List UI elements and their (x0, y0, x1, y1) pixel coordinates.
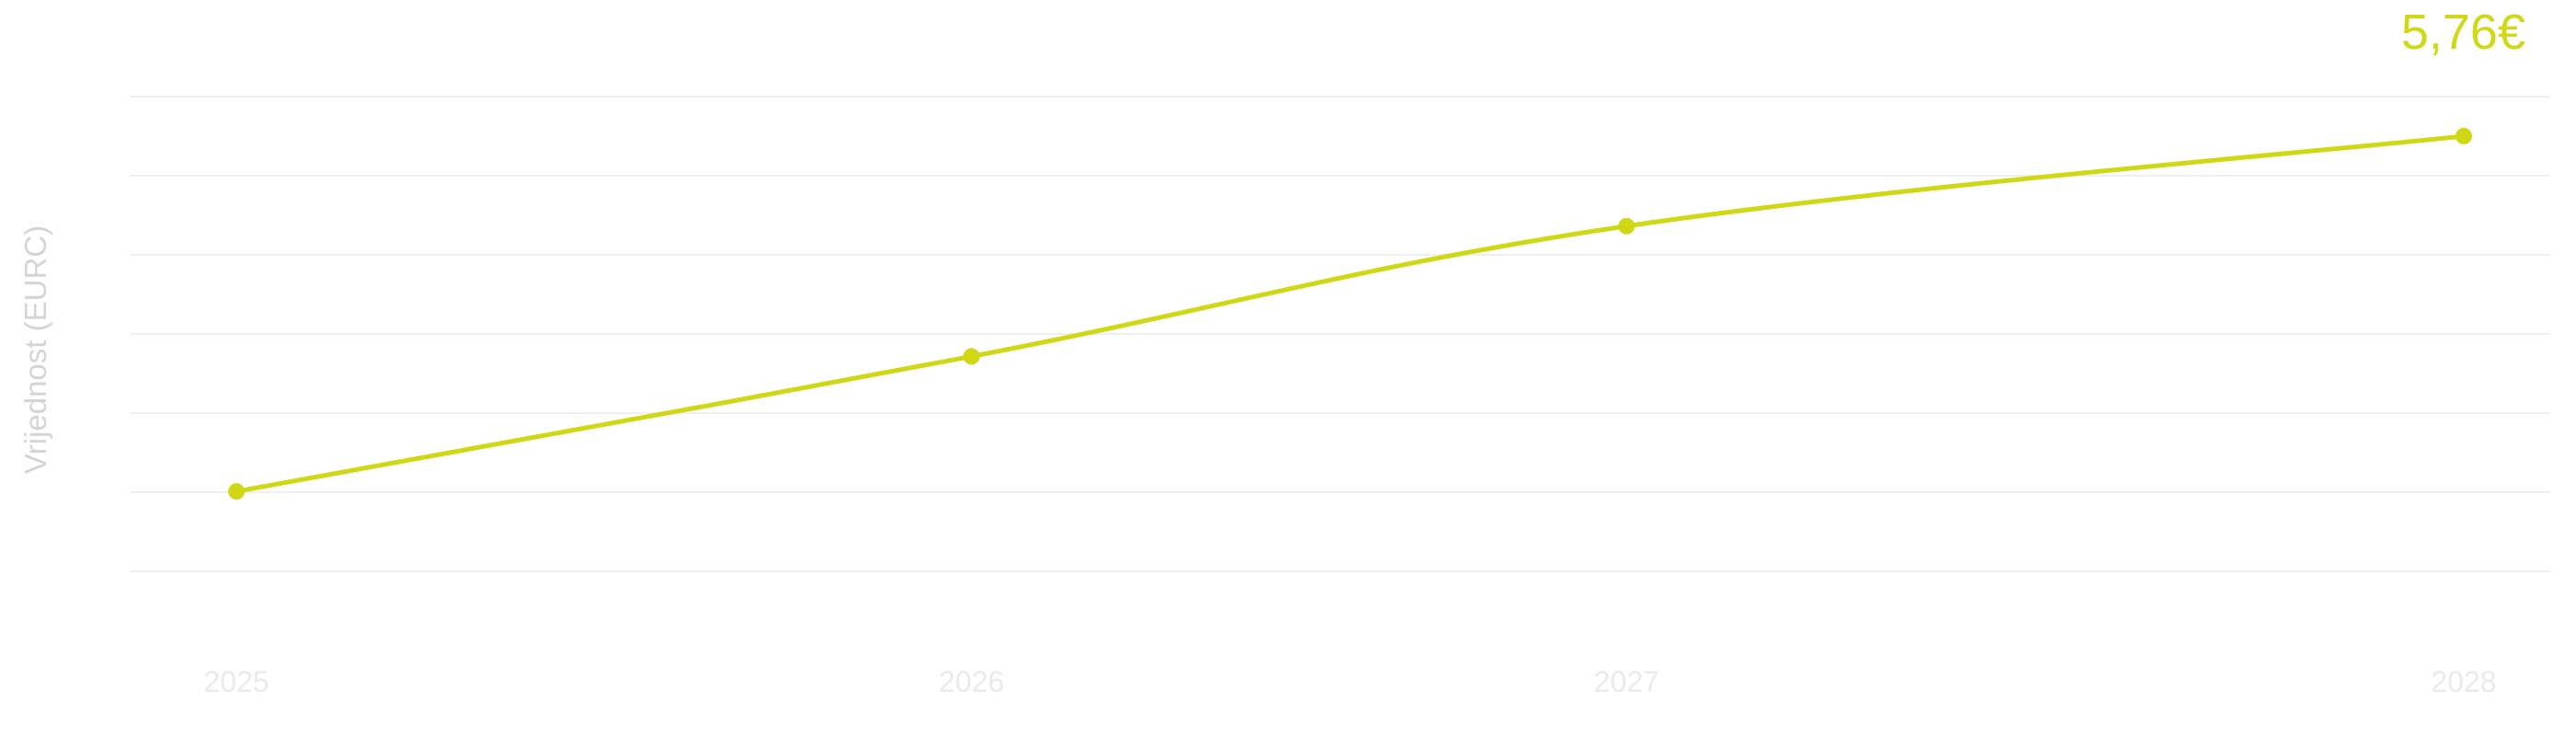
end-value-label: 5,76€ (2401, 5, 2525, 60)
x-tick-label: 2028 (2431, 665, 2496, 698)
x-axis-ticks: 2025 2026 2027 2028 (203, 665, 2496, 698)
data-point (963, 348, 980, 365)
x-tick-label: 2025 (203, 665, 269, 698)
series-line (234, 133, 2467, 494)
data-point (228, 483, 245, 500)
x-tick-label: 2027 (1593, 665, 1659, 698)
data-points (228, 127, 2472, 500)
x-tick-label: 2026 (938, 665, 1004, 698)
data-point (2455, 127, 2472, 144)
data-point (1618, 217, 1635, 235)
y-axis-label: Vrijednost (EURC) (18, 225, 52, 474)
gridlines (131, 96, 2550, 572)
